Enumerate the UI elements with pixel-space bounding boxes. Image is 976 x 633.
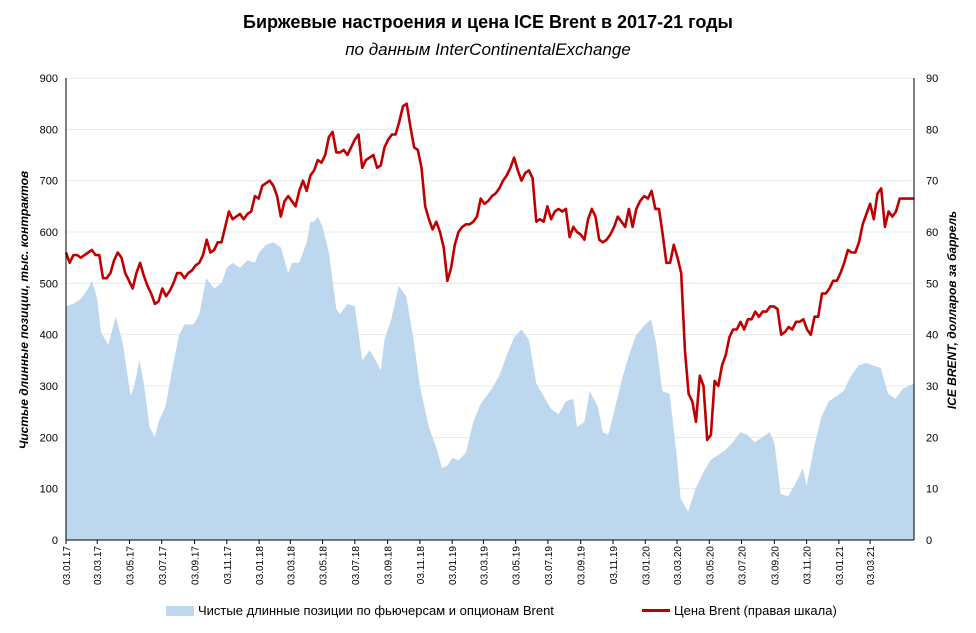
y-tick-right: 80 [926, 124, 938, 136]
x-tick-label: 03.01.18 [255, 546, 266, 585]
y-axis-right-label: ICE BRENT, долларов за баррель [945, 211, 959, 409]
y-tick-left: 200 [40, 432, 58, 444]
y-tick-right: 0 [926, 535, 932, 547]
legend-label-brent-price: Цена Brent (правая шкала) [674, 603, 837, 618]
y-tick-right: 50 [926, 278, 938, 290]
x-tick-label: 03.11.20 [803, 546, 814, 585]
x-tick-label: 03.05.19 [512, 546, 523, 585]
x-tick-label: 03.01.20 [641, 546, 652, 585]
x-tick-label: 03.09.17 [191, 546, 202, 585]
legend-swatch-line [642, 609, 670, 612]
x-tick-label: 03.03.19 [479, 546, 490, 585]
x-tick-label: 03.09.18 [384, 546, 395, 585]
x-tick-label: 03.09.20 [770, 546, 781, 585]
x-tick-label: 03.01.17 [62, 546, 73, 585]
y-tick-left: 0 [52, 535, 58, 547]
x-tick-label: 03.07.18 [351, 546, 362, 585]
y-tick-left: 900 [40, 73, 58, 85]
y-tick-left: 400 [40, 330, 58, 342]
y-tick-left: 600 [40, 227, 58, 239]
legend-item-net-long: Чистые длинные позиции по фьючерсам и оп… [166, 603, 554, 618]
y-tick-right: 20 [926, 432, 938, 444]
legend-label-net-long: Чистые длинные позиции по фьючерсам и оп… [198, 603, 554, 618]
x-tick-label: 03.05.17 [126, 546, 137, 585]
legend-item-brent-price: Цена Brent (правая шкала) [642, 603, 837, 618]
x-tick-label: 03.03.17 [93, 546, 104, 585]
x-tick-label: 03.07.17 [158, 546, 169, 585]
y-tick-right: 10 [926, 484, 938, 496]
x-tick-label: 03.05.18 [319, 546, 330, 585]
x-tick-label: 03.03.20 [673, 546, 684, 585]
x-tick-label: 03.03.21 [866, 546, 877, 585]
x-tick-label: 03.09.19 [577, 546, 588, 585]
y-tick-left: 100 [40, 484, 58, 496]
y-axis-left-label: Чистые длинные позиции, тыс. контрактов [17, 171, 31, 449]
y-tick-left: 300 [40, 381, 58, 393]
y-tick-right: 30 [926, 381, 938, 393]
y-tick-left: 500 [40, 278, 58, 290]
axes: 0 100 200 300 400 500 600 700 800 900 0 10 20 30 40 50 6… [40, 73, 939, 585]
x-tick-label: 03.07.20 [738, 546, 749, 585]
y-tick-right: 70 [926, 176, 938, 188]
x-tick-label: 03.11.18 [416, 546, 427, 585]
x-tick-label: 03.01.19 [448, 546, 459, 585]
line-series-layer [64, 102, 914, 442]
x-tick-label: 03.01.21 [835, 546, 846, 585]
y-tick-left: 800 [40, 124, 58, 136]
chart-title: Биржевые настроения и цена ICE Brent в 2… [243, 12, 733, 32]
x-tick-label: 03.11.19 [609, 546, 620, 585]
brent-price-line [64, 102, 914, 442]
chart-canvas: 0 100 200 300 400 500 600 700 800 900 0 10 20 30 40 50 6… [17, 73, 959, 585]
x-tick-label: 03.07.19 [544, 546, 555, 585]
y-tick-right: 60 [926, 227, 938, 239]
chart-subtitle: по данным InterContinentalExchange [345, 40, 631, 59]
x-tick-label: 03.11.17 [223, 546, 234, 585]
area-series-layer [66, 216, 914, 540]
y-tick-right: 40 [926, 330, 938, 342]
x-tick-label: 03.05.20 [705, 546, 716, 585]
y-tick-left: 700 [40, 176, 58, 188]
y-tick-right: 90 [926, 73, 938, 85]
x-tick-label: 03.03.18 [286, 546, 297, 585]
net-long-area [66, 216, 914, 540]
legend-swatch-area [166, 605, 194, 616]
